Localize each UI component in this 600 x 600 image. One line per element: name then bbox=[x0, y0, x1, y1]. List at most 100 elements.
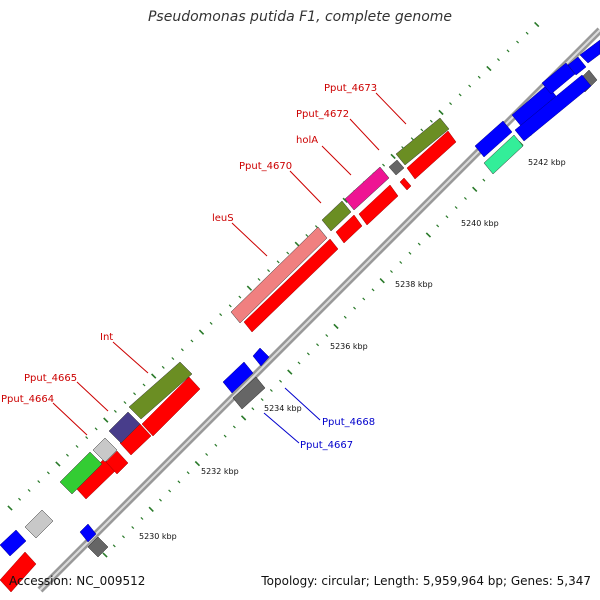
cds-forward-small-a[interactable] bbox=[105, 450, 129, 475]
outer-tick-25 bbox=[246, 285, 253, 291]
gene-cog-gray-4667[interactable] bbox=[232, 376, 266, 410]
reverse-cds-track bbox=[0, 39, 600, 557]
accession-text: Accession: NC_009512 bbox=[9, 574, 146, 588]
map-title: Pseudomonas putida F1, complete genome bbox=[147, 9, 453, 25]
gene-cog-gray-4672[interactable] bbox=[388, 159, 405, 176]
outer-tick-6 bbox=[65, 453, 69, 457]
outer-tick-24 bbox=[238, 295, 242, 299]
gene-cog-gray-bl[interactable] bbox=[87, 536, 109, 558]
outer-tick-4 bbox=[46, 471, 50, 475]
outer-tick-53 bbox=[516, 40, 520, 44]
inner-tick-9 bbox=[186, 471, 190, 475]
outer-tick-27 bbox=[267, 269, 271, 273]
outer-tick-45 bbox=[438, 109, 444, 116]
inner-tick-24 bbox=[325, 334, 329, 338]
inner-tick-27 bbox=[353, 306, 357, 310]
inner-tick-14 bbox=[232, 425, 236, 429]
outer-tick-35 bbox=[342, 197, 348, 203]
inner-tick-0 bbox=[102, 552, 108, 558]
cds-reverse-tr-f[interactable] bbox=[579, 39, 600, 64]
cds-forward-small-b[interactable] bbox=[399, 177, 412, 191]
tick-label-5242: 5242 kbp bbox=[528, 158, 566, 167]
outer-tick-0 bbox=[7, 505, 13, 511]
inner-tick-36 bbox=[436, 224, 440, 228]
label-pput-4668[interactable]: Pput_4668 bbox=[322, 417, 375, 428]
label-pput-4665[interactable]: Pput_4665 bbox=[24, 373, 77, 384]
inner-tick-10 bbox=[194, 460, 201, 467]
gene-cog-aquamarine[interactable] bbox=[483, 134, 524, 175]
gene-cog-salmon-leus[interactable] bbox=[230, 226, 328, 324]
cds-forward-4673[interactable] bbox=[406, 130, 457, 180]
outer-tick-20 bbox=[198, 329, 205, 335]
cds-reverse-bl-a[interactable] bbox=[0, 529, 27, 557]
inner-tick-19 bbox=[279, 379, 283, 383]
gene-cog-lightgray-bl[interactable] bbox=[24, 509, 54, 539]
inner-tick-22 bbox=[306, 352, 310, 356]
label-pput-4673[interactable]: Pput_4673 bbox=[324, 83, 377, 94]
outer-tick-16 bbox=[161, 365, 165, 369]
inner-tick-32 bbox=[399, 260, 403, 264]
inner-tick-29 bbox=[371, 288, 375, 292]
tick-label-5236: 5236 kbp bbox=[330, 342, 368, 351]
cds-reverse-tr-b[interactable] bbox=[511, 84, 557, 127]
inner-tick-15 bbox=[240, 415, 247, 421]
label-leus[interactable]: leuS bbox=[212, 213, 234, 224]
gene-cog-green-4673[interactable] bbox=[395, 117, 450, 166]
inner-tick-21 bbox=[297, 361, 301, 365]
inner-tick-35 bbox=[425, 232, 432, 238]
cds-reverse-4668-small[interactable] bbox=[252, 347, 270, 367]
outer-tick-19 bbox=[190, 339, 194, 343]
outer-tick-39 bbox=[382, 163, 386, 167]
inner-tick-3 bbox=[131, 526, 135, 530]
cds-forward-bottomleft[interactable] bbox=[0, 551, 37, 593]
cds-forward-hola[interactable] bbox=[358, 184, 399, 226]
cds-reverse-4668[interactable] bbox=[222, 361, 254, 394]
inner-tick-38 bbox=[454, 206, 458, 210]
gene-cog-navy-int[interactable] bbox=[108, 411, 141, 444]
outer-tick-15 bbox=[151, 373, 157, 379]
gene-cog-green-large[interactable] bbox=[128, 361, 193, 420]
cds-forward-leus[interactable] bbox=[243, 238, 339, 333]
outer-tick-28 bbox=[276, 260, 280, 264]
inner-tick-6 bbox=[158, 498, 162, 502]
outer-tick-54 bbox=[525, 31, 529, 35]
label-pput-4664[interactable]: Pput_4664 bbox=[1, 394, 54, 405]
forward-cog-track bbox=[24, 69, 598, 539]
outer-tick-52 bbox=[506, 49, 510, 53]
outer-tick-3 bbox=[37, 480, 41, 484]
gene-cog-green-4670[interactable] bbox=[321, 200, 352, 232]
outer-tick-55 bbox=[534, 21, 540, 28]
inner-tick-23 bbox=[316, 343, 320, 347]
inner-tick-40 bbox=[472, 186, 478, 192]
outer-tick-26 bbox=[257, 277, 261, 281]
label-int[interactable]: Int bbox=[100, 332, 113, 343]
gene-cog-magenta-hola[interactable] bbox=[344, 166, 390, 211]
outer-tick-49 bbox=[477, 75, 481, 79]
outer-tick-18 bbox=[180, 348, 184, 352]
cds-forward-large-a[interactable] bbox=[141, 376, 201, 437]
inner-tick-12 bbox=[214, 443, 218, 447]
outer-tick-17 bbox=[171, 357, 175, 361]
gene-cog-brightgreen-4664[interactable] bbox=[59, 451, 103, 495]
cds-reverse-tr-a[interactable] bbox=[474, 120, 513, 158]
label-hola[interactable]: holA bbox=[296, 135, 318, 146]
outer-tick-9 bbox=[94, 427, 98, 431]
label-pput-4672[interactable]: Pput_4672 bbox=[296, 109, 349, 120]
cds-reverse-bl-b[interactable] bbox=[79, 523, 97, 543]
cds-reverse-tr-e[interactable] bbox=[567, 56, 587, 76]
genome-summary-text: Topology: circular; Length: 5,959,964 bp… bbox=[261, 574, 591, 588]
outer-tick-29 bbox=[286, 251, 290, 255]
tick-label-5238: 5238 kbp bbox=[395, 280, 433, 289]
label-pput-4667[interactable]: Pput_4667 bbox=[300, 440, 353, 451]
label-pput-4670[interactable]: Pput_4670 bbox=[239, 161, 292, 172]
cds-reverse-tr-c[interactable] bbox=[514, 74, 592, 142]
outer-tick-40 bbox=[390, 153, 396, 160]
cds-forward-4670[interactable] bbox=[335, 214, 363, 244]
outer-tick-2 bbox=[27, 488, 31, 492]
tick-label-5230: 5230 kbp bbox=[139, 532, 177, 541]
outer-tick-31 bbox=[305, 233, 309, 237]
outer-tick-7 bbox=[75, 444, 79, 448]
outer-tick-47 bbox=[458, 93, 462, 97]
gene-cog-lightgray-4665[interactable] bbox=[92, 437, 118, 463]
